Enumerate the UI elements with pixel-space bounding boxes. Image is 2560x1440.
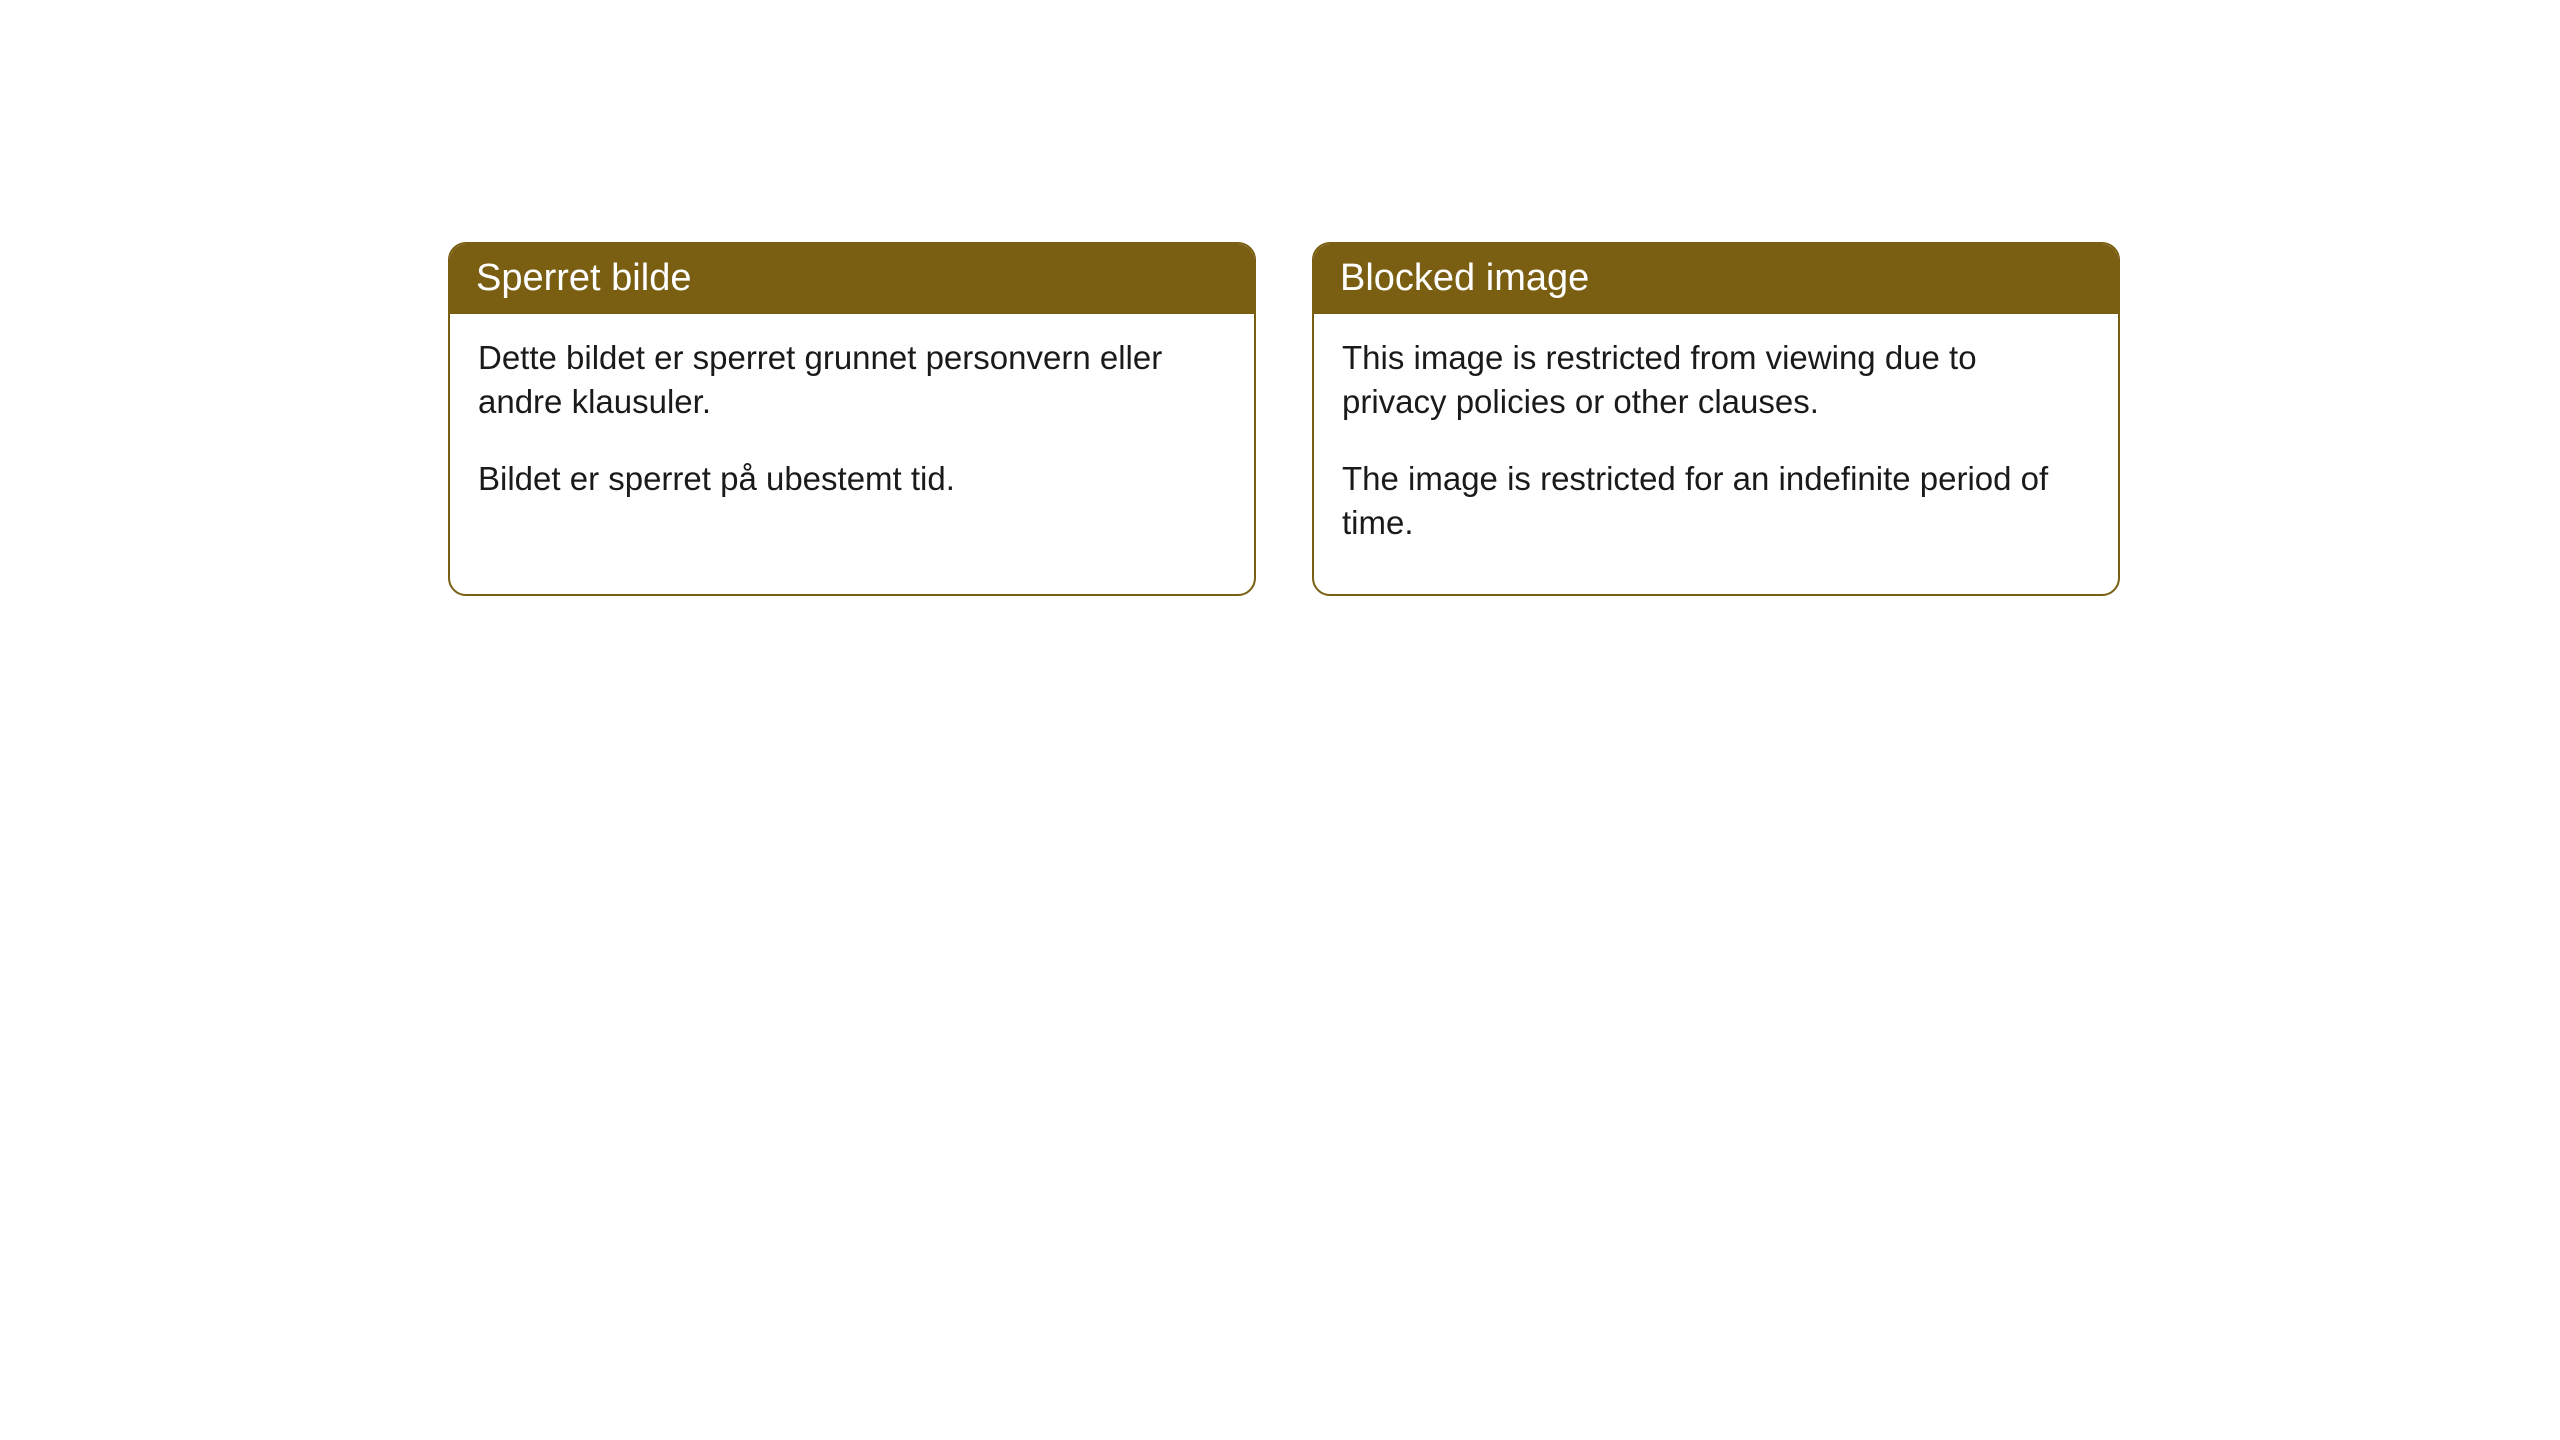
card-paragraph: Bildet er sperret på ubestemt tid. bbox=[478, 457, 1226, 502]
card-body: This image is restricted from viewing du… bbox=[1314, 314, 2118, 594]
card-header: Blocked image bbox=[1314, 244, 2118, 314]
card-paragraph: Dette bildet er sperret grunnet personve… bbox=[478, 336, 1226, 425]
blocked-image-card-en: Blocked image This image is restricted f… bbox=[1312, 242, 2120, 596]
card-paragraph: The image is restricted for an indefinit… bbox=[1342, 457, 2090, 546]
card-body: Dette bildet er sperret grunnet personve… bbox=[450, 314, 1254, 550]
card-header: Sperret bilde bbox=[450, 244, 1254, 314]
blocked-image-card-no: Sperret bilde Dette bildet er sperret gr… bbox=[448, 242, 1256, 596]
notice-cards-container: Sperret bilde Dette bildet er sperret gr… bbox=[0, 0, 2560, 596]
card-paragraph: This image is restricted from viewing du… bbox=[1342, 336, 2090, 425]
